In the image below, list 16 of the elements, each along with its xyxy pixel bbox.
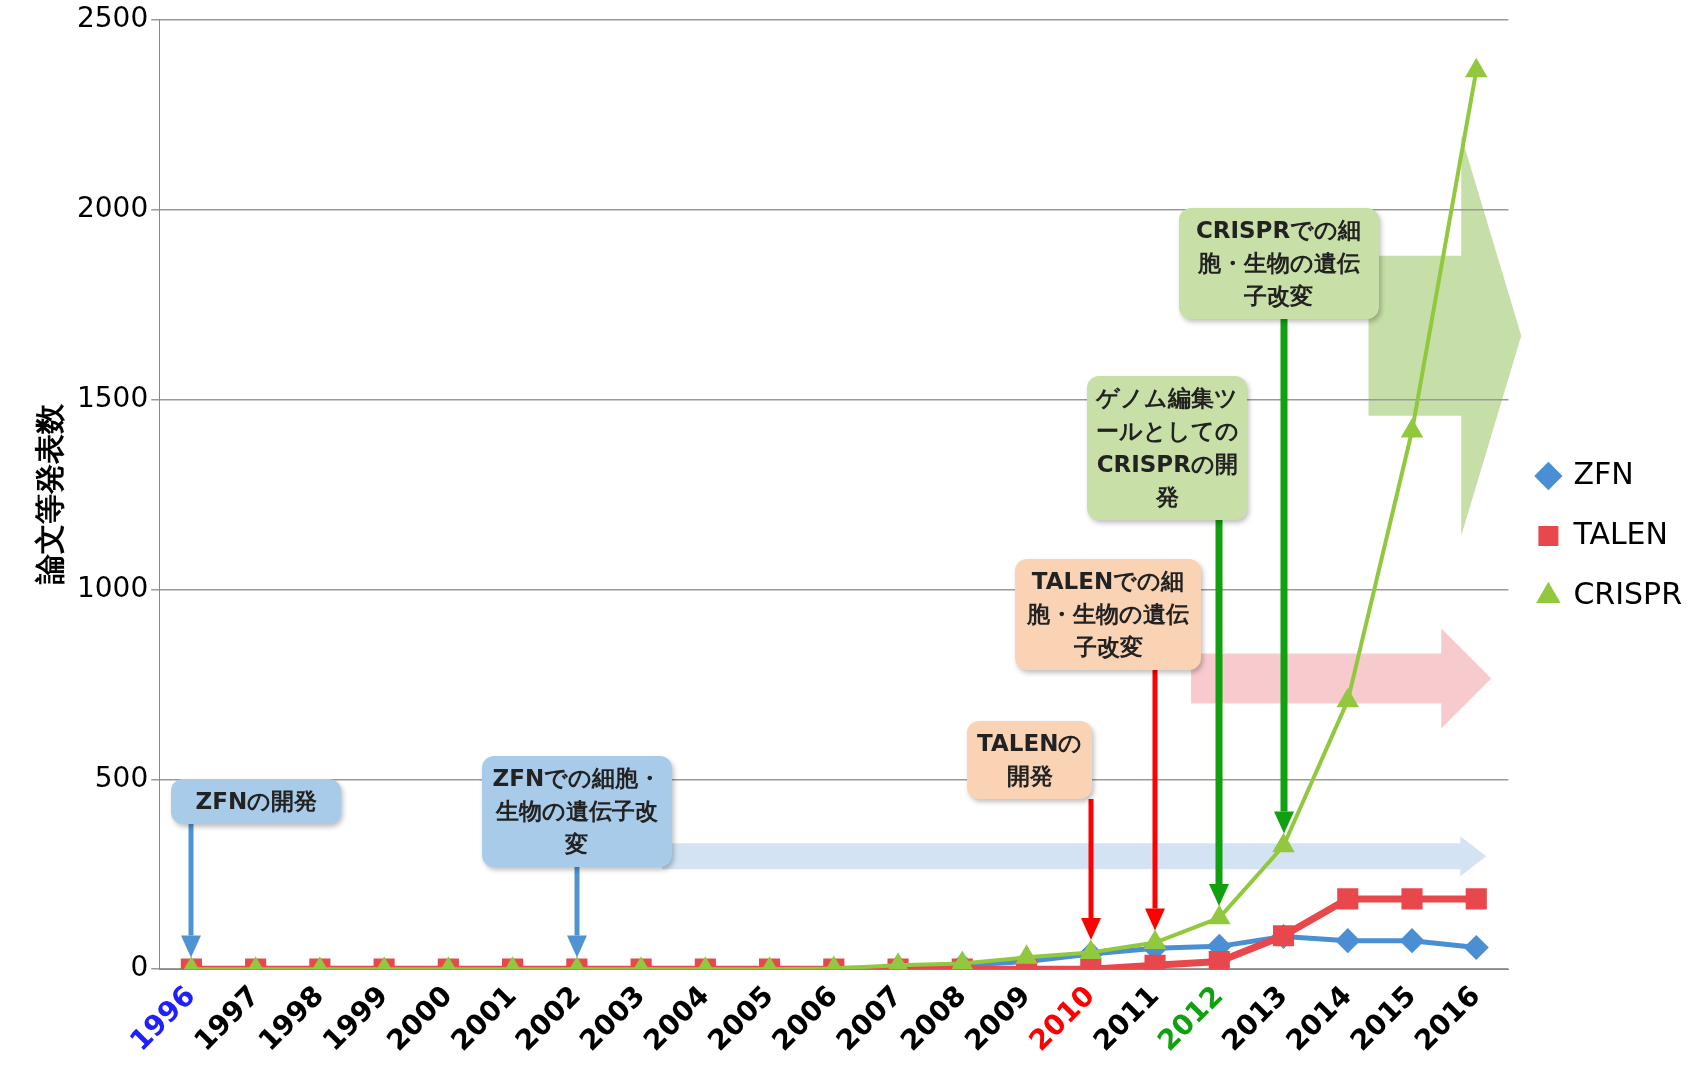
y-tick-label: 1500 [76, 380, 149, 414]
annotation: TALENでの細胞・生物の遺伝子改変 [1015, 559, 1202, 671]
y-axis-title: 論文等発表数 [31, 403, 67, 586]
annotation: TALENの開発 [967, 721, 1093, 800]
annotation: ZFNでの細胞・生物の遺伝子改変 [481, 755, 672, 867]
y-tick-label: 2500 [76, 1, 149, 35]
legend-label: ZFN [1573, 455, 1634, 491]
y-tick-label: 500 [94, 760, 149, 794]
legend-label: CRISPR [1573, 575, 1683, 611]
legend-label: TALEN [1572, 515, 1669, 551]
y-tick-label: 2000 [76, 190, 149, 224]
y-tick-label: 0 [130, 950, 149, 984]
annotation: ZFNの開発 [171, 778, 342, 824]
annotation: ゲノム編集ツールとしてのCRISPRの開発 [1087, 375, 1248, 520]
y-tick-label: 1000 [76, 570, 149, 604]
annotation: CRISPRでの細胞・生物の遺伝子改変 [1178, 208, 1379, 320]
